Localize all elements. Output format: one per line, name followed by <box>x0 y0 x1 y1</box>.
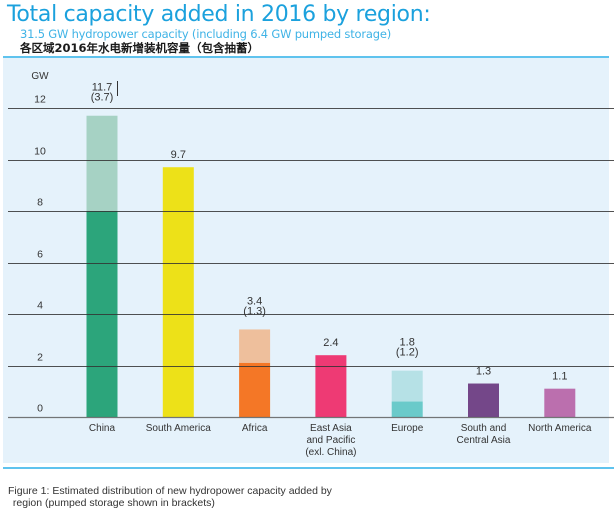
x-category-label: North America <box>528 423 592 434</box>
y-axis-label: GW <box>31 71 49 82</box>
y-tick-label: 4 <box>37 300 43 312</box>
y-tick-label: 0 <box>37 403 43 415</box>
value-label: 9.7 <box>171 149 186 161</box>
value-label: 3.4 <box>247 295 262 307</box>
bar-group <box>239 329 271 417</box>
grid-layer <box>8 108 614 419</box>
caption-line-1: Figure 1: Estimated distribution of new … <box>8 485 332 497</box>
x-category-label: and Pacific <box>306 435 355 446</box>
labels-layer: GW 0 2 4 6 8 10 12 11.7(3.7) China 9.7 South Americ… <box>31 71 592 458</box>
bar-pumped-storage-segment <box>391 370 423 402</box>
x-category-label: Africa <box>242 423 268 434</box>
bar-segment <box>391 401 423 417</box>
bar-segment <box>239 362 271 417</box>
bar-pumped-storage-segment <box>86 115 118 211</box>
value-label: 1.1 <box>552 371 567 383</box>
bar-group <box>468 383 499 417</box>
caption-line-2: region (pumped storage shown in brackets… <box>10 497 215 509</box>
bar-group <box>162 167 194 417</box>
bar-chart: GW 0 2 4 6 8 10 12 11.7(3.7) China 9.7 South Americ… <box>8 71 614 458</box>
pumped-storage-label: (3.7) <box>91 92 114 104</box>
x-category-label: Europe <box>391 423 424 434</box>
pumped-storage-label: (1.3) <box>243 305 266 317</box>
x-category-label: Central Asia <box>457 435 511 446</box>
bar-group <box>544 388 576 417</box>
pumped-storage-label: (1.2) <box>396 347 419 359</box>
x-category-label: China <box>89 423 116 434</box>
chart-subtitle: 31.5 GW hydropower capacity (including 6… <box>20 27 392 41</box>
x-category-label: East Asia <box>310 423 352 434</box>
value-label: 1.8 <box>400 337 415 349</box>
value-label: 1.3 <box>476 366 491 378</box>
bar-pumped-storage-segment <box>239 329 271 363</box>
value-label: 11.7 <box>92 82 113 94</box>
y-tick-label: 2 <box>37 352 43 364</box>
y-tick-label: 6 <box>37 249 43 261</box>
y-tick-label: 12 <box>34 94 46 106</box>
bar-group <box>391 370 423 417</box>
bar-segment <box>315 355 347 417</box>
y-tick-label: 8 <box>37 197 43 209</box>
chart-title: Total capacity added in 2016 by region: <box>7 2 431 27</box>
chart-subtitle-chinese: 各区域2016年水电新增装机容量（包含抽蓄） <box>20 41 260 55</box>
x-category-label: South America <box>146 423 211 434</box>
bar-group <box>315 355 347 417</box>
bar-segment <box>162 167 194 417</box>
y-tick-label: 10 <box>34 146 46 158</box>
x-category-label: (exl. China) <box>305 447 356 458</box>
x-category-label: South and <box>461 423 507 434</box>
figure-caption: Figure 1: Estimated distribution of new … <box>8 485 332 509</box>
bottom-divider <box>3 467 614 469</box>
bar-segment <box>468 383 499 417</box>
value-label: 2.4 <box>323 337 338 349</box>
bar-segment <box>544 388 576 417</box>
